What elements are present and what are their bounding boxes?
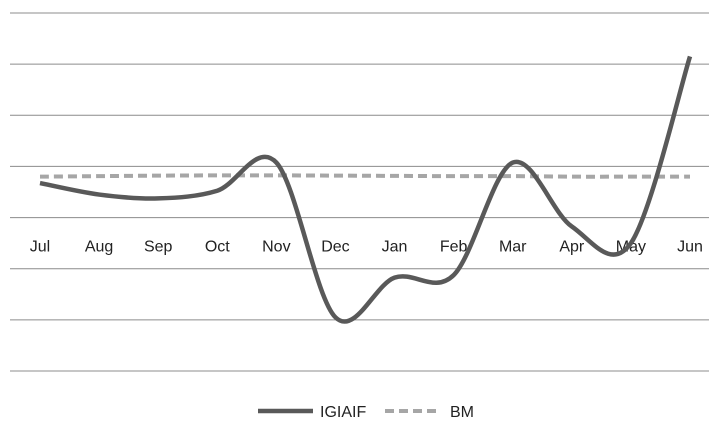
x-tick-label-feb: Feb bbox=[440, 239, 468, 256]
x-tick-label-aug: Aug bbox=[85, 239, 113, 256]
x-tick-label-dec: Dec bbox=[321, 239, 349, 256]
series-lines bbox=[39, 55, 693, 324]
x-tick-label-jan: Jan bbox=[382, 239, 408, 256]
x-tick-label-mar: Mar bbox=[499, 239, 527, 256]
series-line-bm bbox=[39, 173, 690, 179]
legend-item-igiaif: IGIAIF bbox=[258, 404, 366, 421]
legend-label-bm: BM bbox=[450, 404, 474, 421]
x-tick-label-jun: Jun bbox=[677, 239, 703, 256]
legend: IGIAIF BM bbox=[258, 404, 474, 421]
gridlines bbox=[10, 12, 709, 372]
x-tick-label-nov: Nov bbox=[262, 239, 290, 256]
x-tick-label-jul: Jul bbox=[30, 239, 50, 256]
x-tick-label-oct: Oct bbox=[205, 239, 230, 256]
legend-label-igiaif: IGIAIF bbox=[320, 404, 366, 421]
legend-item-bm: BM bbox=[385, 404, 474, 421]
x-tick-label-sep: Sep bbox=[144, 239, 173, 256]
series-line-igiaif bbox=[39, 55, 693, 324]
x-tick-label-apr: Apr bbox=[559, 239, 585, 256]
x-axis-tick-labels: Jul Aug Sep Oct Nov Dec Jan Feb Mar Apr May Jun bbox=[30, 239, 703, 256]
